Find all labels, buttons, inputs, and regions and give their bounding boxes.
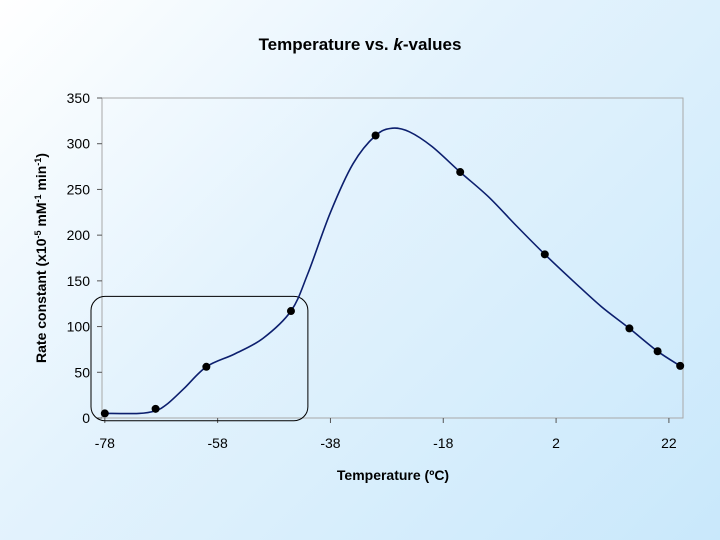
- y-tick-label: 350: [67, 90, 91, 106]
- x-tick-label: -58: [208, 435, 228, 451]
- data-point: [202, 362, 211, 371]
- chart-title: Temperature vs. k-values: [259, 35, 462, 54]
- data-point: [371, 131, 380, 140]
- y-tick-label: 200: [67, 227, 91, 243]
- x-axis-ticks: -78 -58 -38 -18 2 22: [95, 418, 677, 451]
- data-point: [456, 168, 465, 177]
- data-point: [540, 250, 549, 259]
- x-tick-label: -18: [433, 435, 453, 451]
- x-tick-label: 22: [661, 435, 677, 451]
- y-axis-label: Rate constant (x10-5 mM-1 min-1): [33, 153, 49, 363]
- data-point: [100, 409, 109, 418]
- x-tick-label: 2: [552, 435, 560, 451]
- highlight-box: [90, 295, 309, 422]
- y-axis-ticks: 0 50 100 150 200 250 300 350: [67, 90, 102, 426]
- x-tick-label: -38: [320, 435, 340, 451]
- data-point: [625, 324, 634, 333]
- data-point: [653, 347, 662, 356]
- y-tick-label: 300: [67, 136, 91, 152]
- y-tick-label: 50: [74, 364, 90, 380]
- y-tick-label: 100: [67, 319, 91, 335]
- plot-area: [101, 97, 684, 419]
- data-point: [286, 307, 295, 316]
- data-points: [100, 131, 685, 418]
- y-tick-label: 0: [82, 410, 90, 426]
- chart-title-k: k: [393, 35, 404, 54]
- x-tick-label: -78: [95, 435, 115, 451]
- y-tick-label: 250: [67, 181, 91, 197]
- data-point: [151, 404, 160, 413]
- x-axis-label: Temperature (ºC): [337, 467, 449, 483]
- data-point: [676, 361, 685, 370]
- data-curve: [104, 127, 681, 415]
- y-tick-label: 150: [67, 273, 91, 289]
